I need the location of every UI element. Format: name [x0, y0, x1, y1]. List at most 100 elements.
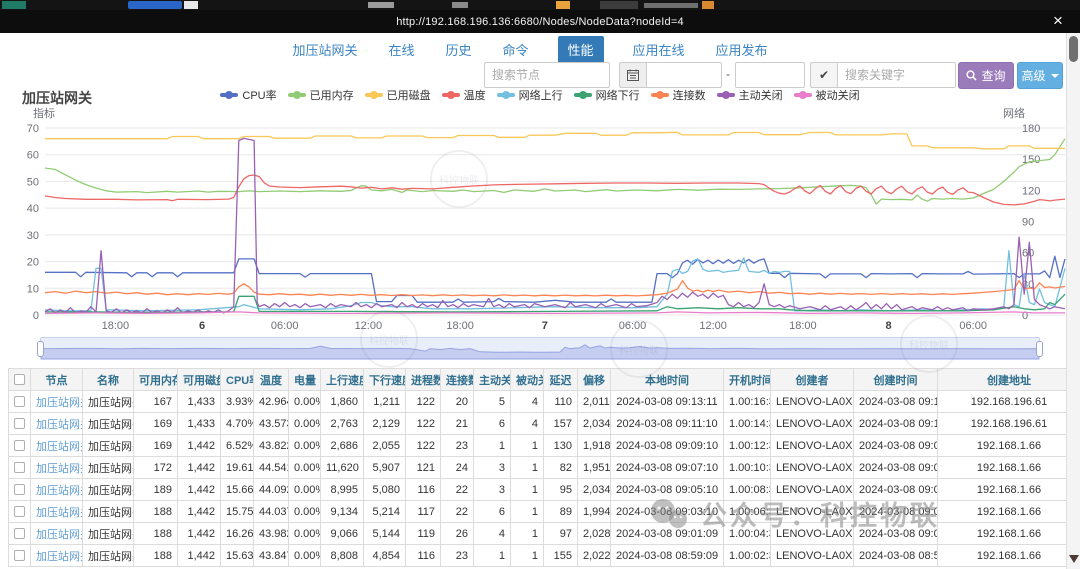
chart-legend: CPU率 已用内存 已用磁盘 温度 网络上行 网络下行 连接数 主动关闭 被动关闭 [140, 87, 940, 103]
node-link[interactable]: 加压站网关 [30, 456, 83, 479]
nav-tab-加压站网关[interactable]: 加压站网关 [292, 42, 358, 58]
legend-item-连接数[interactable]: 连接数 [650, 87, 706, 103]
right-axis-tick: 0 [1022, 310, 1028, 322]
datazoom-left-handle[interactable] [37, 341, 44, 357]
advanced-button[interactable]: 高级 [1017, 62, 1063, 89]
legend-item-温度[interactable]: 温度 [441, 87, 486, 103]
column-header-偏移[interactable]: 偏移 [577, 368, 611, 391]
column-header-创建者[interactable]: 创建者 [770, 368, 854, 391]
titlebar: http://192.168.196.136:6680/Nodes/NodeDa… [0, 10, 1080, 33]
cell-CPU率: 4.70% [220, 412, 254, 435]
cell-上行速度: 9,066 [320, 522, 364, 545]
column-header-可用内存[interactable]: 可用内存 [133, 368, 178, 391]
cell-可用内存: 188 [133, 544, 178, 567]
column-header-主动关闭[interactable]: 主动关闭 [473, 368, 511, 391]
node-link[interactable]: 加压站网关 [30, 522, 83, 545]
column-header-连接数[interactable]: 连接数 [440, 368, 474, 391]
vertical-scrollbar[interactable] [1066, 33, 1080, 569]
column-header-开机时间[interactable]: 开机时间 [723, 368, 771, 391]
cell-上行速度: 11,620 [320, 456, 364, 479]
nav-tab-性能[interactable]: 性能 [557, 35, 604, 63]
cell-偏移: 2,011 [577, 390, 611, 413]
table-row: 加压站网关加压站网关1891,44215.66%44.0920.00%8,995… [8, 478, 1080, 501]
row-checkbox[interactable] [14, 528, 25, 540]
column-header-温度[interactable]: 温度 [253, 368, 289, 391]
column-header-CPU率[interactable]: CPU率 [220, 368, 254, 391]
legend-item-CPU率[interactable]: CPU率 [220, 87, 277, 103]
node-link[interactable]: 加压站网关 [30, 434, 83, 457]
cell-偏移: 1,951 [577, 456, 611, 479]
search-button[interactable]: 查询 [958, 62, 1014, 89]
column-header-可用磁盘[interactable]: 可用磁盘 [177, 368, 221, 391]
cell-主动关闭: 1 [473, 544, 511, 567]
search-keyword-input[interactable] [837, 62, 956, 88]
row-checkbox[interactable] [14, 440, 25, 452]
column-header-进程数[interactable]: 进程数 [405, 368, 441, 391]
legend-marker-icon [793, 91, 812, 99]
close-icon[interactable]: × [1053, 11, 1063, 30]
cell-下行速度: 5,907 [363, 456, 406, 479]
cell-可用磁盘: 1,433 [177, 412, 221, 435]
nav-tab-命令[interactable]: 命令 [502, 42, 529, 58]
cell-连接数: 20 [440, 390, 474, 413]
column-header-节点[interactable]: 节点 [30, 368, 83, 391]
column-header-创建时间[interactable]: 创建时间 [853, 368, 938, 391]
cell-进程数: 122 [405, 412, 441, 435]
column-header-创建地址[interactable]: 创建地址 [937, 368, 1080, 391]
series-line-已用内存 [44, 138, 1066, 205]
date-to-input[interactable] [735, 62, 805, 88]
cell-上行速度: 9,134 [320, 500, 364, 523]
legend-item-被动关闭[interactable]: 被动关闭 [793, 87, 860, 103]
legend-item-网络上行[interactable]: 网络上行 [496, 87, 563, 103]
row-checkbox[interactable] [14, 484, 25, 496]
cell-创建地址: 192.168.1.66 [937, 434, 1080, 457]
cell-偏移: 2,034 [577, 412, 611, 435]
select-all-checkbox[interactable] [14, 374, 25, 386]
series-line-温度 [44, 174, 1066, 206]
scrollbar-thumb[interactable] [1069, 36, 1078, 62]
nav-tab-应用发布[interactable]: 应用发布 [715, 42, 768, 58]
node-link[interactable]: 加压站网关 [30, 500, 83, 523]
right-axis-tick: 180 [1022, 123, 1040, 135]
node-link[interactable]: 加压站网关 [30, 478, 83, 501]
column-header-电量[interactable]: 电量 [288, 368, 321, 391]
row-checkbox[interactable] [14, 506, 25, 518]
legend-item-已用内存[interactable]: 已用内存 [287, 87, 354, 103]
legend-label: 温度 [463, 90, 486, 102]
cell-创建者: LENOVO-LA0X1806 [770, 390, 854, 413]
datazoom-right-handle[interactable] [1036, 341, 1043, 357]
table-row: 加压站网关加压站网关1721,44219.61%44.5410.00%11,62… [8, 456, 1080, 479]
cell-可用内存: 188 [133, 522, 178, 545]
node-link[interactable]: 加压站网关 [30, 544, 83, 567]
column-header-下行速度[interactable]: 下行速度 [363, 368, 406, 391]
cell-创建地址: 192.168.1.66 [937, 544, 1080, 567]
row-checkbox[interactable] [14, 550, 25, 562]
node-link[interactable]: 加压站网关 [30, 390, 83, 413]
check-icon[interactable]: ✔ [810, 62, 837, 88]
cell-本地时间: 2024-03-08 08:59:09 [610, 544, 724, 567]
row-checkbox[interactable] [14, 396, 25, 408]
legend-item-已用磁盘[interactable]: 已用磁盘 [364, 87, 431, 103]
datazoom-slider[interactable] [37, 337, 1043, 360]
background-fragment [702, 1, 714, 9]
column-header-上行速度[interactable]: 上行速度 [320, 368, 364, 391]
date-from-input[interactable] [646, 62, 722, 88]
legend-item-主动关闭[interactable]: 主动关闭 [716, 87, 783, 103]
nav-tab-在线[interactable]: 在线 [388, 42, 415, 58]
column-header-被动关闭[interactable]: 被动关闭 [510, 368, 544, 391]
scrollbar-down-arrow-icon[interactable] [1069, 555, 1079, 563]
nav-tab-应用在线[interactable]: 应用在线 [632, 42, 685, 58]
cell-可用内存: 169 [133, 412, 178, 435]
column-header-名称[interactable]: 名称 [82, 368, 134, 391]
column-header-本地时间[interactable]: 本地时间 [610, 368, 724, 391]
node-link[interactable]: 加压站网关 [30, 412, 83, 435]
column-header-延迟[interactable]: 延迟 [543, 368, 578, 391]
calendar-icon[interactable] [619, 62, 646, 88]
cell-被动关闭: 1 [510, 522, 544, 545]
legend-item-网络下行[interactable]: 网络下行 [573, 87, 640, 103]
row-checkbox[interactable] [14, 462, 25, 474]
nav-tab-历史[interactable]: 历史 [445, 42, 472, 58]
row-checkbox[interactable] [14, 418, 25, 430]
search-node-input[interactable] [484, 62, 610, 88]
cell-CPU率: 15.75% [220, 500, 254, 523]
